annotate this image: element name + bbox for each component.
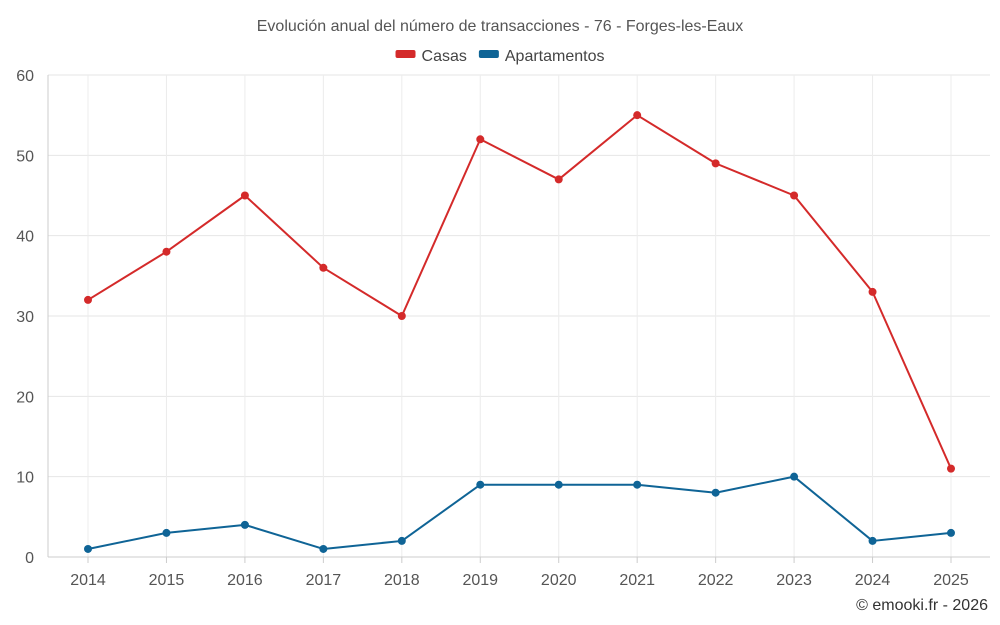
y-tick-label: 40	[16, 229, 34, 246]
x-tick-label: 2020	[541, 572, 577, 589]
data-point-casas[interactable]	[319, 263, 328, 272]
x-tick-label: 2017	[306, 572, 342, 589]
x-tick-label: 2019	[462, 572, 498, 589]
series-casas	[84, 111, 955, 473]
x-tick-label: 2022	[698, 572, 734, 589]
data-point-apartamentos[interactable]	[397, 536, 406, 545]
legend-item-apartamentos[interactable]: Apartamentos	[478, 48, 605, 65]
data-point-apartamentos[interactable]	[476, 480, 485, 489]
data-point-apartamentos[interactable]	[554, 480, 563, 489]
chart-credit: © emooki.fr - 2026	[856, 597, 988, 614]
data-point-apartamentos[interactable]	[84, 544, 92, 553]
data-point-casas[interactable]	[162, 247, 171, 256]
data-point-apartamentos[interactable]	[319, 544, 328, 553]
x-tick-label: 2024	[855, 572, 891, 589]
x-tick-label: 2016	[227, 572, 263, 589]
data-point-casas[interactable]	[633, 111, 642, 120]
x-tick-label: 2025	[933, 572, 969, 589]
legend-label: Apartamentos	[505, 48, 605, 65]
y-tick-label: 30	[16, 309, 34, 326]
data-point-casas[interactable]	[476, 135, 485, 144]
y-tick-label: 60	[16, 68, 34, 85]
chart-legend: Casas Apartamentos	[395, 48, 605, 65]
data-point-apartamentos[interactable]	[790, 472, 799, 481]
data-point-casas[interactable]	[868, 287, 877, 296]
data-point-casas[interactable]	[554, 175, 563, 184]
axes	[47, 75, 990, 563]
data-point-casas[interactable]	[397, 312, 406, 320]
y-tick-label: 50	[16, 148, 34, 165]
data-point-casas[interactable]	[84, 295, 92, 304]
x-tick-label: 2021	[619, 572, 655, 589]
data-point-apartamentos[interactable]	[711, 488, 720, 497]
legend-swatch	[478, 50, 499, 58]
grid-lines	[48, 74, 990, 557]
x-tick-label: 2023	[776, 572, 812, 589]
data-point-apartamentos[interactable]	[947, 528, 955, 537]
data-point-apartamentos[interactable]	[162, 528, 171, 537]
data-point-casas[interactable]	[790, 191, 799, 200]
data-point-apartamentos[interactable]	[633, 480, 642, 489]
x-tick-label: 2015	[149, 572, 185, 589]
data-point-apartamentos[interactable]	[868, 536, 877, 545]
x-axis-ticks: 2014 2015 2016 2017 2018 2019 2020 2021 2022 2023…	[70, 572, 969, 589]
x-tick-label: 2014	[70, 572, 106, 589]
data-point-apartamentos[interactable]	[240, 520, 249, 529]
series-line-apartamentos	[87, 475, 952, 550]
data-point-casas[interactable]	[240, 191, 249, 200]
y-axis-ticks: 0 10 20 30 40 50 60	[16, 68, 34, 567]
legend-swatch	[395, 50, 416, 58]
legend-item-casas[interactable]: Casas	[395, 48, 467, 65]
legend-label: Casas	[422, 48, 467, 65]
data-point-casas[interactable]	[711, 159, 720, 168]
series-line-casas	[87, 114, 952, 470]
y-tick-label: 20	[16, 389, 34, 406]
series-layer	[84, 111, 955, 553]
data-point-casas[interactable]	[947, 464, 955, 473]
series-apartamentos	[84, 472, 955, 553]
chart-title: Evolución anual del número de transaccio…	[257, 18, 743, 35]
x-tick-label: 2018	[384, 572, 420, 589]
y-tick-label: 0	[25, 550, 34, 567]
y-tick-label: 10	[16, 470, 34, 487]
